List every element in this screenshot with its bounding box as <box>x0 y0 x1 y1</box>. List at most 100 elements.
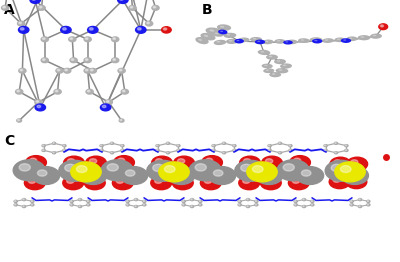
Ellipse shape <box>69 37 76 42</box>
Ellipse shape <box>63 145 64 146</box>
Ellipse shape <box>110 142 114 144</box>
Ellipse shape <box>101 160 133 181</box>
Ellipse shape <box>126 204 129 206</box>
Ellipse shape <box>302 199 306 201</box>
Ellipse shape <box>176 179 184 183</box>
Ellipse shape <box>87 204 90 206</box>
Ellipse shape <box>373 35 376 36</box>
Ellipse shape <box>52 142 56 144</box>
Ellipse shape <box>261 170 270 176</box>
Ellipse shape <box>16 89 23 94</box>
Ellipse shape <box>283 164 294 171</box>
Ellipse shape <box>324 145 327 147</box>
Ellipse shape <box>233 145 234 146</box>
Ellipse shape <box>177 145 180 147</box>
Ellipse shape <box>238 200 241 202</box>
Ellipse shape <box>39 6 42 8</box>
Ellipse shape <box>330 157 351 171</box>
Ellipse shape <box>289 145 290 146</box>
Ellipse shape <box>367 200 370 202</box>
Ellipse shape <box>31 204 34 206</box>
Ellipse shape <box>70 58 77 63</box>
Ellipse shape <box>204 35 208 37</box>
Ellipse shape <box>71 59 74 61</box>
Ellipse shape <box>335 152 336 153</box>
Ellipse shape <box>226 39 238 44</box>
Ellipse shape <box>84 37 91 42</box>
Ellipse shape <box>118 68 125 73</box>
Ellipse shape <box>57 69 60 71</box>
Ellipse shape <box>200 33 216 41</box>
Ellipse shape <box>162 27 171 33</box>
Ellipse shape <box>292 179 300 183</box>
Ellipse shape <box>283 64 286 66</box>
Ellipse shape <box>61 26 71 33</box>
Ellipse shape <box>143 204 144 205</box>
Ellipse shape <box>63 149 66 151</box>
Ellipse shape <box>334 142 338 144</box>
Ellipse shape <box>15 204 16 205</box>
Ellipse shape <box>278 142 282 144</box>
Ellipse shape <box>100 145 103 147</box>
Ellipse shape <box>87 200 90 202</box>
Ellipse shape <box>153 164 164 172</box>
Ellipse shape <box>20 69 23 71</box>
Ellipse shape <box>236 40 240 41</box>
Ellipse shape <box>114 156 134 169</box>
Ellipse shape <box>214 170 223 176</box>
Ellipse shape <box>233 145 236 147</box>
Ellipse shape <box>255 204 258 206</box>
Ellipse shape <box>345 149 348 151</box>
Ellipse shape <box>217 24 231 31</box>
Ellipse shape <box>314 40 318 41</box>
Ellipse shape <box>42 38 45 40</box>
Ellipse shape <box>350 178 357 182</box>
Ellipse shape <box>88 179 96 183</box>
Ellipse shape <box>90 159 97 163</box>
Ellipse shape <box>215 32 218 34</box>
Ellipse shape <box>127 204 128 205</box>
Ellipse shape <box>224 33 236 38</box>
Ellipse shape <box>238 37 250 42</box>
Ellipse shape <box>380 25 384 27</box>
Ellipse shape <box>147 160 179 181</box>
Ellipse shape <box>341 167 368 184</box>
Ellipse shape <box>143 204 146 206</box>
Ellipse shape <box>272 73 276 75</box>
Ellipse shape <box>64 68 71 73</box>
Ellipse shape <box>100 104 111 111</box>
Ellipse shape <box>340 166 351 173</box>
Ellipse shape <box>295 204 296 205</box>
Ellipse shape <box>32 167 60 184</box>
Ellipse shape <box>146 21 153 26</box>
Ellipse shape <box>266 54 278 60</box>
Ellipse shape <box>122 90 125 92</box>
Ellipse shape <box>126 200 129 202</box>
Ellipse shape <box>90 28 93 30</box>
Ellipse shape <box>302 205 306 208</box>
Ellipse shape <box>178 159 185 163</box>
Ellipse shape <box>86 69 88 71</box>
Ellipse shape <box>358 205 362 208</box>
Ellipse shape <box>264 179 272 183</box>
Ellipse shape <box>343 39 346 41</box>
Ellipse shape <box>209 29 214 32</box>
Ellipse shape <box>214 40 226 45</box>
Ellipse shape <box>42 149 45 151</box>
Ellipse shape <box>360 36 364 38</box>
Ellipse shape <box>41 37 48 42</box>
Ellipse shape <box>239 176 260 190</box>
Ellipse shape <box>329 175 350 189</box>
Ellipse shape <box>85 170 94 176</box>
Ellipse shape <box>351 204 352 205</box>
Ellipse shape <box>265 41 268 42</box>
Ellipse shape <box>147 22 149 24</box>
Ellipse shape <box>152 6 159 10</box>
Ellipse shape <box>138 28 141 30</box>
Ellipse shape <box>111 152 112 153</box>
Ellipse shape <box>177 149 180 151</box>
Ellipse shape <box>246 199 250 201</box>
Ellipse shape <box>367 204 368 205</box>
Ellipse shape <box>174 156 194 170</box>
Ellipse shape <box>298 38 310 43</box>
